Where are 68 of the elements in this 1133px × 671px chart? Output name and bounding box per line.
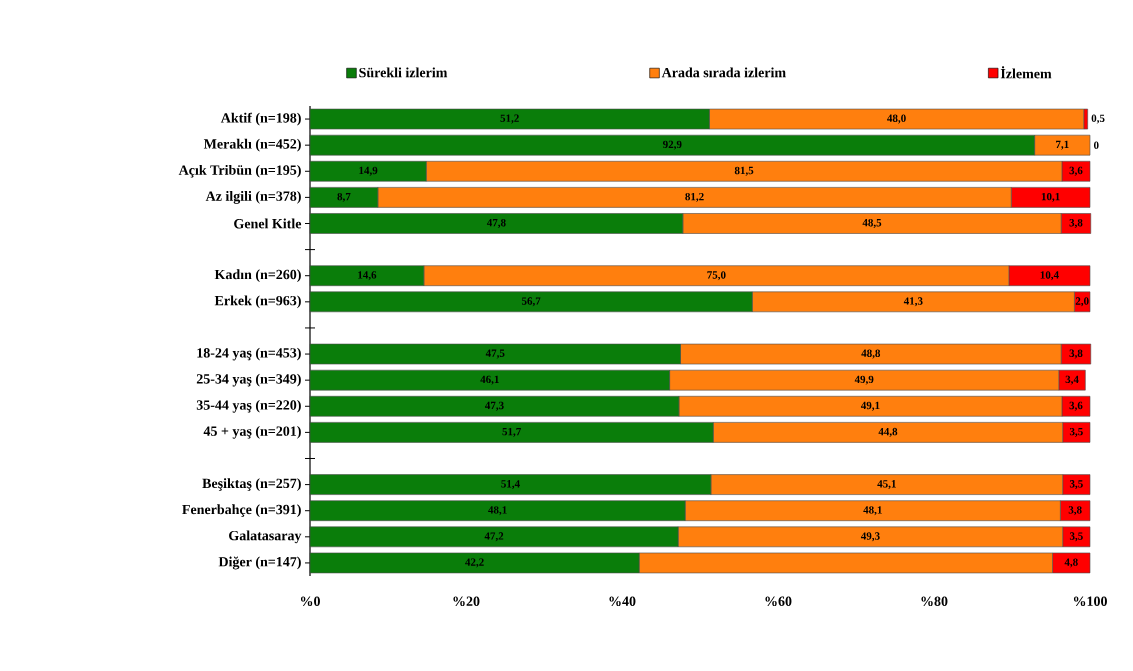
data-label: 14,9 [359,166,378,176]
y-tick-label: Aktif (n=198) [220,112,301,126]
data-label: 51,2 [500,114,519,124]
data-label: 45,1 [877,480,896,490]
y-tick-label: Meraklı (n=452) [203,138,301,152]
data-label: 3,8 [1069,218,1083,228]
data-label: 47,5 [485,349,505,359]
data-label: 48,1 [488,506,507,516]
y-tick-label: 35-44 yaş (n=220) [196,399,301,413]
data-label: 3,4 [1065,375,1079,385]
data-label: 10,1 [1041,192,1060,202]
data-label: 7,1 [1056,140,1069,150]
data-label: 47,8 [486,218,506,228]
data-label: 0 [1093,141,1099,149]
data-label: 51,4 [501,480,520,490]
data-label: 47,2 [484,532,504,542]
data-label: 51,7 [502,427,521,437]
data-label: 56,7 [521,297,541,307]
data-label: 8,7 [337,192,351,202]
data-label: 48,1 [863,506,882,516]
data-label: 0,5 [1091,114,1105,124]
data-label: 81,5 [734,166,754,176]
data-label: 3,5 [1069,480,1083,490]
data-label: 81,2 [685,192,704,202]
x-tick-label: %40 [609,596,636,607]
data-label: 3,6 [1069,166,1083,176]
y-tick-label: Diğer (n=147) [218,556,301,570]
legend-label: İzlemem [1000,66,1052,79]
y-tick-label: 25-34 yaş (n=349) [196,373,301,387]
data-label: 48,0 [887,114,906,124]
data-label: 49,1 [860,401,880,411]
x-tick-label: %20 [453,596,480,607]
x-tick-label: %100 [1073,596,1107,607]
data-label: 47,3 [485,401,504,411]
y-tick-label: Az ilgili (n=378) [205,190,301,204]
data-label: 2,0 [1075,297,1089,307]
data-label: 14,6 [358,271,377,281]
y-tick-label: 18-24 yaş (n=453) [197,347,301,361]
data-label: 3,5 [1069,427,1083,437]
data-label: 44,8 [878,427,898,437]
data-label: 42,2 [465,558,484,568]
y-tick-label: Genel Kitle [234,218,302,229]
x-tick-label: %60 [765,596,792,607]
data-label: 41,3 [903,297,923,307]
legend-label: Sürekli izlerim [359,67,448,78]
y-tick-label: Erkek (n=963) [214,295,301,309]
data-label: 3,5 [1069,532,1083,542]
x-tick-label: %80 [921,596,948,607]
data-label: 92,9 [662,140,682,150]
data-label: 48,8 [861,349,881,359]
x-tick-label: %0 [300,596,320,607]
data-label: 3,8 [1069,349,1083,359]
y-tick-label: Galatasaray [229,530,302,544]
data-label: 4,8 [1064,558,1078,568]
data-label: 46,1 [480,375,499,385]
data-label: 3,6 [1069,401,1083,411]
data-label: 10,4 [1040,271,1059,281]
y-tick-label: Fenerbahçe (n=391) [182,504,301,518]
data-label: 75,0 [707,271,726,281]
data-label: 49,3 [860,532,880,542]
y-tick-label: Kadın (n=260) [214,269,301,283]
data-label: 3,8 [1068,506,1082,516]
legend-label: Arada sırada izlerim [661,67,786,78]
y-tick-label: Açık Tribün (n=195) [178,164,301,178]
data-label: 49,9 [854,375,874,385]
y-tick-label: 45 + yaş (n=201) [203,426,301,439]
data-label: 48,5 [862,218,882,228]
y-tick-label: Beşiktaş (n=257) [202,478,301,491]
